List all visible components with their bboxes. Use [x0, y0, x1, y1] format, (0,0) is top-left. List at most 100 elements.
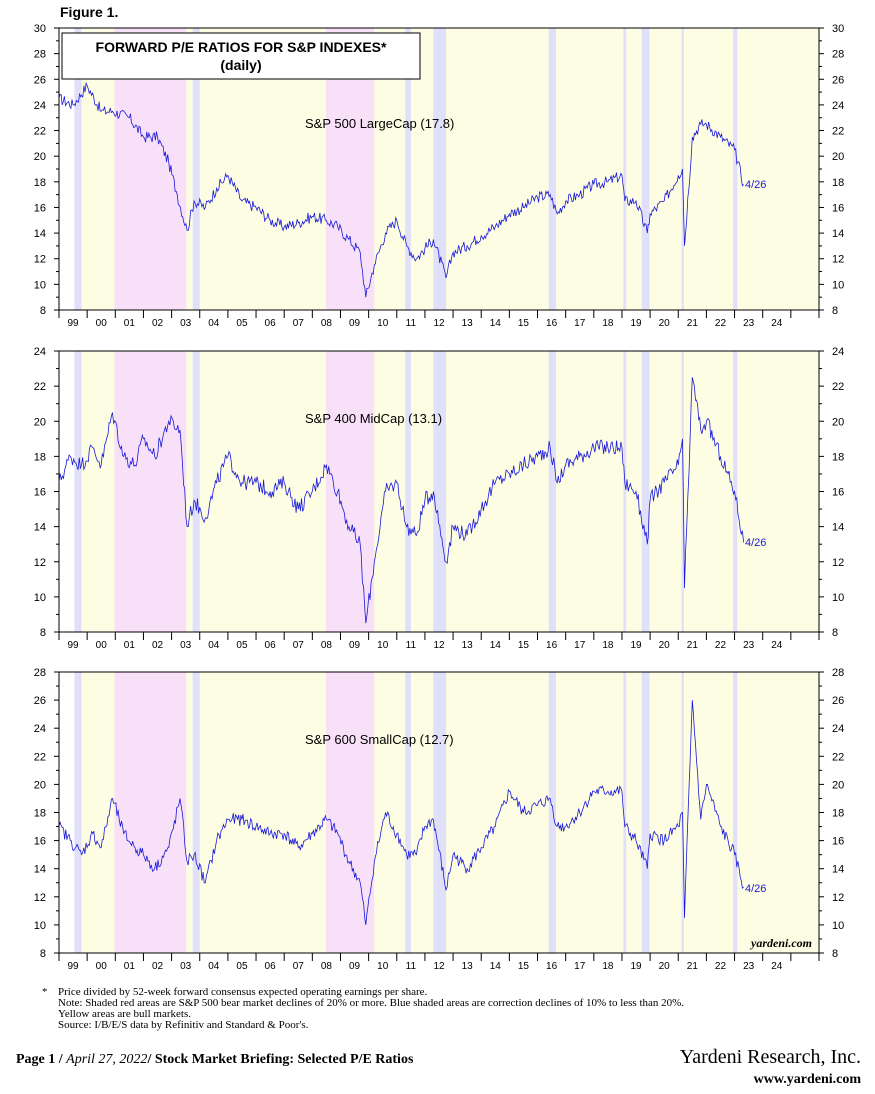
x-tick-label: 07 — [293, 640, 305, 651]
x-tick-label: 19 — [630, 961, 642, 972]
y-tick-label: 18 — [34, 451, 46, 463]
series-label: S&P 600 SmallCap (12.7) — [305, 732, 454, 747]
x-tick-label: 08 — [321, 640, 333, 651]
correction-area — [74, 351, 82, 632]
correction-area — [74, 672, 82, 953]
y-tick-label: 26 — [832, 74, 844, 86]
series-label: S&P 400 MidCap (13.1) — [305, 411, 442, 426]
y-tick-label: 22 — [832, 751, 844, 763]
y-tick-label: 14 — [34, 522, 46, 534]
bear-area — [114, 672, 187, 953]
y-tick-label: 12 — [34, 557, 46, 569]
correction-area — [548, 672, 557, 953]
end-date-label: 4/26 — [745, 883, 766, 895]
y-tick-label: 8 — [832, 305, 838, 317]
y-tick-label: 24 — [832, 346, 844, 358]
correction-area — [405, 672, 411, 953]
series-label: S&P 500 LargeCap (17.8) — [305, 116, 454, 131]
x-tick-label: 18 — [602, 961, 614, 972]
y-tick-label: 14 — [832, 228, 844, 240]
y-tick-label: 16 — [832, 836, 844, 848]
x-tick-label: 15 — [518, 318, 530, 329]
x-tick-label: 21 — [687, 640, 699, 651]
y-tick-label: 22 — [832, 126, 844, 138]
footnote-line-3: Yellow areas are bull markets. — [58, 1008, 191, 1020]
y-tick-label: 22 — [34, 381, 46, 393]
x-tick-label: 17 — [574, 640, 586, 651]
x-tick-label: 21 — [687, 961, 699, 972]
x-tick-label: 09 — [349, 318, 361, 329]
y-tick-label: 12 — [832, 254, 844, 266]
x-tick-label: 15 — [518, 640, 530, 651]
series-line — [58, 81, 744, 298]
series-line — [58, 700, 744, 925]
x-tick-label: 01 — [124, 961, 136, 972]
correction-area — [623, 672, 627, 953]
correction-area — [681, 351, 684, 632]
x-tick-label: 99 — [68, 640, 80, 651]
x-tick-label: 16 — [546, 318, 558, 329]
chart-subtitle: (daily) — [220, 57, 261, 73]
footer-left: Page 1 / April 27, 2022/ Stock Market Br… — [16, 1052, 413, 1068]
y-tick-label: 8 — [832, 948, 838, 960]
y-tick-label: 30 — [832, 23, 844, 35]
footnote-line-1: Price divided by 52-week forward consens… — [58, 986, 428, 998]
x-tick-label: 23 — [743, 961, 755, 972]
correction-area — [74, 28, 82, 310]
x-tick-label: 16 — [546, 961, 558, 972]
x-tick-label: 03 — [180, 640, 192, 651]
y-tick-label: 16 — [832, 202, 844, 214]
page-number: Page 1 — [16, 1052, 56, 1067]
x-tick-label: 24 — [771, 640, 783, 651]
correction-area — [548, 351, 557, 632]
bull-area — [81, 672, 820, 953]
x-tick-label: 00 — [96, 318, 108, 329]
x-tick-label: 11 — [406, 961, 417, 972]
correction-area — [641, 351, 650, 632]
website: www.yardeni.com — [753, 1072, 861, 1087]
x-tick-label: 01 — [124, 640, 136, 651]
x-tick-label: 01 — [124, 318, 136, 329]
x-tick-label: 05 — [236, 640, 248, 651]
x-tick-label: 21 — [687, 318, 699, 329]
y-tick-label: 14 — [832, 864, 844, 876]
y-tick-label: 18 — [34, 177, 46, 189]
x-tick-label: 22 — [715, 961, 727, 972]
y-tick-label: 20 — [34, 779, 46, 791]
correction-area — [733, 672, 738, 953]
x-tick-label: 19 — [630, 318, 642, 329]
x-tick-label: 17 — [574, 961, 586, 972]
bear-area — [325, 672, 375, 953]
x-tick-label: 02 — [152, 640, 164, 651]
footnote-star: * — [42, 986, 48, 998]
y-tick-label: 24 — [34, 346, 46, 358]
y-tick-label: 28 — [832, 49, 844, 61]
x-tick-label: 00 — [96, 640, 108, 651]
y-tick-label: 10 — [832, 279, 844, 291]
y-tick-label: 16 — [34, 487, 46, 499]
correction-area — [641, 672, 650, 953]
series-line — [58, 377, 744, 624]
x-tick-label: 99 — [68, 318, 80, 329]
footnote-line-2: Note: Shaded red areas are S&P 500 bear … — [58, 997, 685, 1009]
y-tick-label: 10 — [832, 592, 844, 604]
chart-panel: 8 8 10 10 12 12 14 14 16 16 18 18 20 20 22 22 24 24 26 26 28… — [34, 667, 845, 972]
firm-name: Yardeni Research, Inc. — [679, 1046, 861, 1068]
x-tick-label: 07 — [293, 318, 305, 329]
y-tick-label: 20 — [832, 416, 844, 428]
correction-area — [623, 351, 627, 632]
x-tick-label: 11 — [406, 640, 417, 651]
end-date-label: 4/26 — [745, 537, 766, 549]
x-tick-label: 99 — [68, 961, 80, 972]
y-tick-label: 12 — [34, 254, 46, 266]
y-tick-label: 24 — [34, 723, 46, 735]
x-tick-label: 20 — [659, 640, 671, 651]
y-tick-label: 26 — [34, 695, 46, 707]
x-tick-label: 22 — [715, 318, 727, 329]
footer-separator: / — [58, 1052, 63, 1067]
footnote-line-4: Source: I/B/E/S data by Refinitiv and St… — [58, 1019, 309, 1031]
correction-area — [192, 28, 200, 310]
y-tick-label: 22 — [34, 126, 46, 138]
x-tick-label: 04 — [208, 318, 220, 329]
x-tick-label: 12 — [433, 640, 445, 651]
